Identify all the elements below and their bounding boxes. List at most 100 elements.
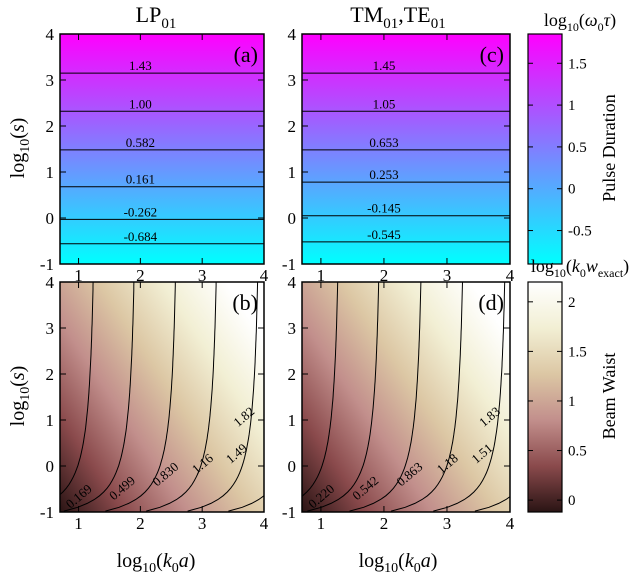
x-tick-label: 4	[260, 514, 269, 533]
plot-area: 1.43 1.00 0.582 0.161 -0.262 -0.684	[60, 34, 264, 264]
y-tick-label: 2	[46, 365, 55, 384]
contour-line	[433, 282, 506, 512]
plot-frame	[301, 33, 511, 265]
colorbar-tick-label: 1.5	[568, 56, 587, 72]
y-tick-label: -1	[40, 503, 54, 522]
x-tick-label: 1	[317, 514, 326, 533]
colorbar-tick-label: 0	[568, 182, 576, 198]
y-tick-label: 0	[46, 457, 55, 476]
y-tick-label: 3	[46, 71, 55, 90]
colorbar-tick-label: 1.5	[568, 344, 587, 360]
y-tick-label: 1	[46, 163, 55, 182]
panel-label: (b)	[232, 290, 258, 315]
contour-line	[307, 282, 380, 512]
colorbar-tick-label: 1	[568, 394, 576, 410]
y-tick-label: 4	[46, 25, 55, 44]
y-tick-label: 3	[288, 71, 297, 90]
plot-frame	[301, 281, 511, 513]
y-tick-label: 4	[288, 25, 297, 44]
panel-c: 1.45 1.05 0.653 0.253 -0.145 -0.545 (c) -1 0 1 2 3 4…	[282, 25, 515, 285]
x-tick-label: 2	[380, 266, 389, 285]
plot-area: 1.45 1.05 0.653 0.253 -0.145 -0.545	[302, 34, 510, 264]
colorbar-tick-label: 0.5	[568, 444, 587, 460]
x-tick-label: 2	[136, 266, 145, 285]
plot-area: 0.220 0.542 0.863 1.18 1.511.83	[302, 282, 510, 512]
panel-c-title: TM01,TE01	[350, 2, 445, 32]
contour-label: -0.145	[367, 201, 401, 216]
y-tick-label: 3	[46, 319, 55, 338]
colorbar-waist-label: Beam Waist	[599, 353, 619, 440]
colorbar-tick-label: -0.5	[568, 224, 592, 240]
colorbar-fill	[527, 33, 563, 265]
x-tick-label: 3	[198, 514, 207, 533]
contour-label: -0.684	[124, 229, 158, 244]
y-tick-label: 2	[46, 117, 55, 136]
contour-line	[63, 282, 135, 512]
colorbar-tick-label: 0	[568, 493, 576, 509]
panel-label: (c)	[480, 42, 504, 67]
contour-label: -0.262	[124, 204, 158, 219]
plot-area: 0.169 0.499 0.830 1.16 1.491.82	[60, 282, 264, 512]
panel-d: 0.220 0.542 0.863 1.18 1.511.83(d) -1 0 1 2 3 4 1 2 3…	[282, 273, 515, 533]
contour-line	[302, 282, 339, 497]
colorbar-pulse-duration: -0.5 0 0.5 1 1.5	[527, 33, 592, 265]
panel-a-title: LP01	[136, 2, 177, 32]
colorbar-beam-waist: 0 0.5 1 1.5 2	[527, 281, 587, 513]
panel-a: 1.43 1.00 0.582 0.161 -0.262 -0.684 (a) -1 0 1 2 3 4…	[40, 25, 269, 285]
y-tick-label: 4	[288, 273, 297, 292]
contour-label: 0.253	[369, 167, 398, 182]
contour-label: 1.43	[129, 58, 152, 73]
x-tick-label: 1	[317, 266, 326, 285]
contour-label: 0.653	[369, 135, 398, 150]
heatmap-fill	[60, 282, 264, 512]
y-axis-label-top: log10(s)	[7, 118, 33, 179]
contour-line	[187, 282, 259, 512]
panel-label: (d)	[478, 290, 504, 315]
colorbar-pulse-label: Pulse Duration	[599, 94, 619, 202]
x-tick-label: 1	[74, 514, 83, 533]
x-axis-label-d: log10(k0a)	[359, 550, 438, 576]
contour-label: 1.45	[373, 58, 396, 73]
colorbar-fill	[527, 281, 563, 513]
contour-label: 0.161	[126, 172, 155, 187]
y-axis-label-bottom: log10(s)	[7, 366, 33, 427]
y-tick-label: 2	[288, 117, 297, 136]
y-tick-label: 3	[288, 319, 297, 338]
contour-line	[390, 282, 463, 512]
contour-line	[105, 282, 176, 512]
plot-frame	[59, 33, 265, 265]
colorbar-pulse-title: log10(ω0τ)	[544, 10, 616, 34]
panel-b: 0.169 0.499 0.830 1.16 1.491.82(b) -1 0 1 2 3 4 1 2 3…	[40, 273, 269, 533]
y-tick-label: 1	[288, 411, 297, 430]
y-tick-label: -1	[282, 503, 296, 522]
contour-line	[60, 282, 94, 496]
heatmap-fill	[60, 34, 264, 264]
colorbar-waist-title: log10(k0wexact)	[531, 256, 629, 280]
panel-label: (a)	[234, 42, 258, 67]
colorbar-tick-label: 1	[568, 98, 576, 114]
y-tick-label: 4	[46, 273, 55, 292]
x-tick-label: 4	[506, 514, 515, 533]
colorbar-tick-label: 2	[568, 295, 576, 311]
x-tick-label: 2	[380, 514, 389, 533]
contour-label: 0.582	[126, 135, 155, 150]
plot-frame	[59, 281, 265, 513]
y-tick-label: 2	[288, 365, 297, 384]
y-tick-label: -1	[282, 255, 296, 274]
y-tick-label: -1	[40, 255, 54, 274]
x-tick-label: 3	[443, 266, 452, 285]
contour-label: 1.00	[129, 96, 152, 111]
y-tick-label: 0	[288, 209, 297, 228]
colorbar-tick-label: 0.5	[568, 140, 587, 156]
contour-line	[349, 282, 422, 512]
contour-line	[146, 282, 217, 512]
y-tick-label: 1	[288, 163, 297, 182]
x-tick-label: 3	[443, 514, 452, 533]
x-axis-label-b: log10(k0a)	[117, 550, 196, 576]
x-tick-label: 3	[198, 266, 207, 285]
x-tick-label: 4	[506, 266, 515, 285]
contour-label: 1.05	[373, 96, 396, 111]
y-tick-label: 0	[46, 209, 55, 228]
x-tick-label: 1	[74, 266, 83, 285]
